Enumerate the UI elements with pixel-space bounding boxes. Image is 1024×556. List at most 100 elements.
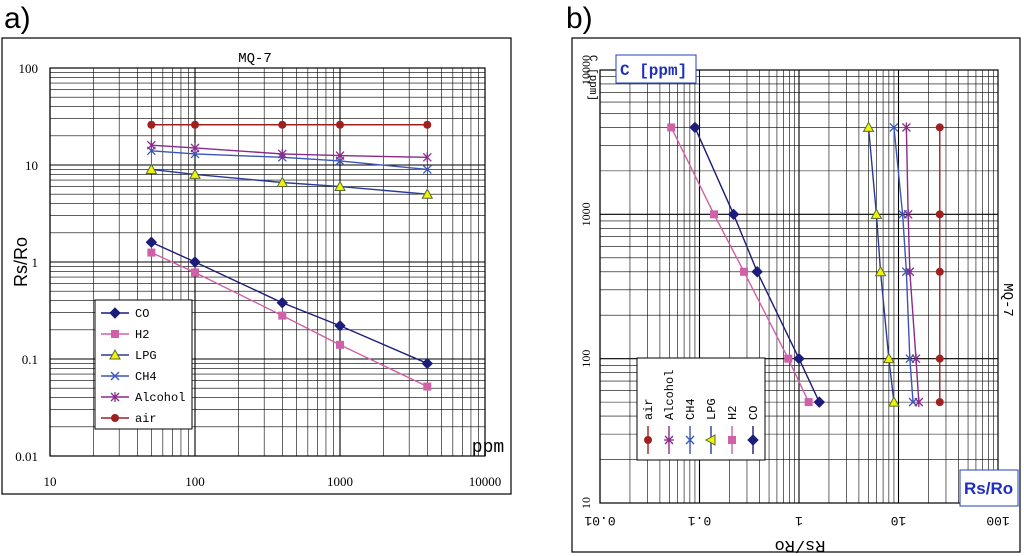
b-legend-label-lpg: LPG: [705, 398, 719, 420]
data-point-lpg-3: [334, 180, 346, 192]
b-data-point-lpg-4: [862, 121, 875, 132]
legend-label-co: CO: [135, 307, 149, 321]
b-legend-entry-ch4: CH4: [684, 398, 698, 454]
data-point-alcohol-4: [422, 152, 432, 163]
b-y-tick-label-1: 100: [579, 350, 593, 368]
b-data-point-co-4: [689, 121, 701, 134]
legend-label-lpg: LPG: [135, 349, 157, 363]
legend-label-h2: H2: [135, 328, 149, 342]
series-co: [145, 236, 434, 370]
series-air: [147, 120, 432, 129]
b-legend-label-co: CO: [747, 406, 761, 420]
chart-b-title: MQ-7: [999, 283, 1015, 317]
b-series-air: [935, 123, 944, 407]
data-point-alcohol-0: [146, 140, 156, 151]
data-point-h2-2: [278, 311, 287, 320]
data-point-air-4: [423, 120, 432, 129]
b-data-point-ch4-4: [889, 122, 899, 132]
b-series-h2: [667, 123, 813, 407]
y-tick-label-0: 0.01: [15, 449, 38, 464]
data-point-air-3: [336, 120, 344, 129]
b-data-point-co-2: [751, 266, 763, 278]
b-x-tick-label-1: 0.1: [688, 513, 712, 528]
b-series-alcohol: [901, 122, 924, 408]
chart-b-legend: CO H2 LPG CH4 Alcohol air: [636, 357, 766, 461]
b-data-point-air-2: [935, 267, 944, 276]
b-data-point-co-0: [813, 396, 826, 408]
b-x-tick-label-3: 10: [891, 513, 907, 528]
data-point-h2-0: [147, 248, 156, 257]
chart-b-x-axis-label-rotated: Rs/Ro: [774, 535, 825, 554]
data-point-air-1: [191, 120, 199, 129]
b-data-point-h2-2: [739, 267, 748, 276]
data-point-alcohol-1: [190, 142, 200, 153]
b-data-point-h2-4: [667, 123, 676, 132]
legend-label-ch4: CH4: [135, 370, 157, 384]
b-legend-label-ch4: CH4: [684, 398, 698, 420]
chart-a-frame: [1, 37, 512, 495]
ppm-label-text: C [ppm]: [620, 62, 687, 80]
data-point-lpg-2: [276, 176, 289, 188]
b-data-point-alcohol-0: [914, 397, 924, 408]
y-tick-label-2: 1: [32, 255, 39, 270]
data-point-co-0: [145, 236, 158, 248]
rsro-label-frame: [959, 469, 1019, 507]
legend-marker-co: [109, 307, 121, 319]
data-point-h2-1: [191, 268, 199, 277]
rsro-label-box: Rs/Ro: [959, 469, 1019, 507]
legend-marker-h2: [111, 330, 119, 338]
b-data-point-alcohol-4: [901, 122, 911, 133]
legend-marker-lpg: [109, 348, 121, 360]
data-point-lpg-1: [189, 168, 201, 179]
data-point-lpg-4: [421, 188, 434, 199]
data-point-co-3: [334, 320, 346, 332]
b-legend-label-air: air: [642, 398, 656, 420]
b-legend-entry-co: CO: [747, 406, 761, 454]
b-series-lpg: [862, 121, 900, 407]
chart-b-frame: [571, 37, 1021, 553]
b-legend-marker-lpg: [704, 434, 716, 446]
b-data-point-lpg-1: [883, 352, 895, 364]
b-legend-marker-air: [644, 436, 652, 444]
series-lpg: [145, 163, 434, 199]
legend-marker-air: [111, 414, 119, 422]
b-data-point-alcohol-2: [905, 266, 915, 277]
legend-label-alcohol: Alcohol: [135, 391, 185, 405]
b-legend-entry-lpg: LPG: [704, 398, 719, 454]
data-point-h2-3: [336, 340, 344, 349]
b-data-point-air-4: [935, 123, 944, 132]
b-legend-label-h2: H2: [726, 406, 740, 420]
chart-a-plot-border: [49, 67, 486, 457]
data-point-lpg-0: [145, 163, 158, 174]
b-data-point-air-1: [935, 354, 944, 363]
data-point-air-0: [147, 120, 156, 129]
b-data-point-co-3: [727, 208, 740, 221]
data-point-alcohol-2: [277, 148, 287, 159]
chart-b-plot-border: [599, 69, 999, 504]
b-data-point-ch4-2: [901, 267, 911, 277]
b-legend-marker-co: [747, 434, 759, 446]
b-legend-marker-h2: [728, 436, 736, 444]
y-tick-label-4: 100: [19, 61, 39, 76]
b-legend-entry-air: air: [642, 398, 656, 454]
data-point-alcohol-3: [335, 150, 345, 161]
legend-marker-ch4: [110, 371, 120, 381]
b-series-co: [689, 121, 826, 408]
chart-a-legend: CO H2 LPG CH4 Alcohol air: [94, 299, 193, 430]
chart-b-y-axis-label-rotated: C [ppm]: [586, 55, 598, 101]
b-data-point-lpg-3: [870, 208, 883, 219]
b-y-tick-label-0: 10: [579, 497, 593, 509]
rsro-label-text: Rs/Ro: [964, 479, 1013, 498]
b-data-point-h2-0: [804, 398, 813, 407]
b-x-tick-label-4: 100: [986, 513, 1009, 528]
ppm-label-box: C [ppm]: [615, 54, 697, 84]
b-data-point-h2-3: [710, 210, 719, 219]
x-tick-label-1: 100: [185, 474, 205, 489]
b-data-point-alcohol-3: [903, 209, 913, 220]
series-h2: [147, 248, 432, 391]
series-alcohol: [146, 140, 432, 163]
panel-a-label: a): [4, 2, 31, 35]
b-data-point-co-1: [793, 352, 805, 365]
data-point-co-2: [276, 297, 289, 309]
